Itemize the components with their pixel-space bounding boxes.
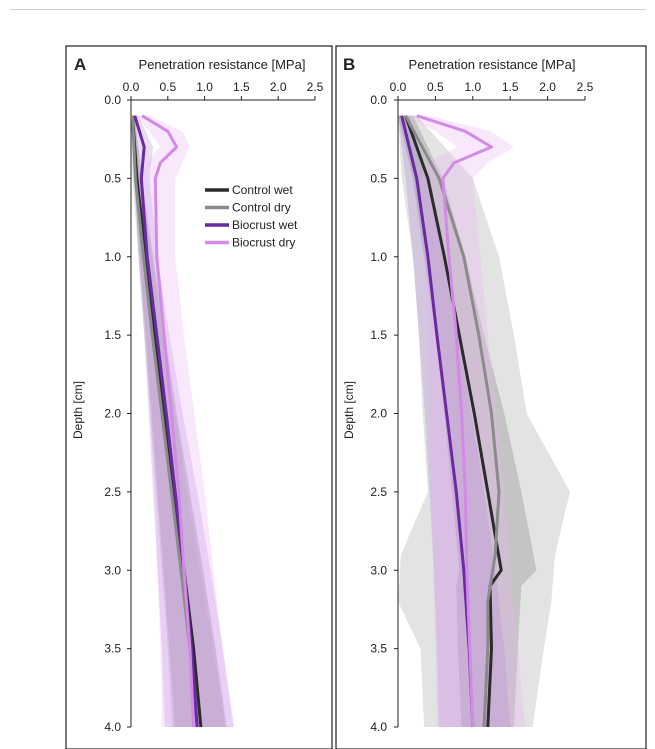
y-tick-label: 0.5 bbox=[370, 171, 387, 185]
y-tick-label: 3.0 bbox=[104, 563, 121, 577]
series-line-control-dry bbox=[404, 114, 501, 728]
y-tick-label: 1.5 bbox=[104, 328, 121, 342]
error-band-control-wet bbox=[398, 115, 537, 728]
error-band-control-wet bbox=[131, 115, 227, 728]
x-tick-label: 1.0 bbox=[464, 80, 481, 94]
y-tick-label: 1.5 bbox=[370, 328, 387, 342]
y-tick-label: 2.5 bbox=[104, 485, 121, 499]
x-tick-label: 0.5 bbox=[159, 80, 176, 94]
error-band-biocrust-dry bbox=[405, 115, 526, 728]
legend-entry: Biocrust wet bbox=[232, 218, 298, 232]
x-tick-label: 0.5 bbox=[427, 80, 444, 94]
y-tick-label: 2.5 bbox=[370, 485, 387, 499]
x-tick-label: 1.5 bbox=[502, 80, 519, 94]
y-tick-label: 4.0 bbox=[104, 720, 121, 734]
top-rule bbox=[10, 9, 646, 10]
y-tick-label: 0.0 bbox=[370, 93, 387, 107]
panel-b-plot: 0.0 0.5 1.0 1.5 2.0 2.5 0.0 0.5 1.0 1.5 2.0 2.5 3.0 3… bbox=[370, 80, 593, 734]
legend-entry: Control wet bbox=[232, 183, 293, 197]
panel-b-label: B bbox=[343, 55, 355, 74]
x-tick-label: 0.0 bbox=[390, 80, 407, 94]
legend-entry: Control dry bbox=[232, 201, 291, 215]
panel-a-frame bbox=[65, 45, 333, 749]
y-tick-label: 1.0 bbox=[104, 250, 121, 264]
x-tick-label: 2.5 bbox=[307, 80, 324, 94]
error-band-control-dry bbox=[398, 115, 571, 728]
x-tick-label: 1.0 bbox=[196, 80, 213, 94]
y-tick-label: 1.0 bbox=[370, 250, 387, 264]
x-tick-label: 2.0 bbox=[539, 80, 556, 94]
panel-b-ylabel: Depth [cm] bbox=[342, 381, 356, 439]
panel-a-ylabel: Depth [cm] bbox=[71, 381, 85, 439]
panel-b-frame bbox=[335, 45, 647, 749]
series-line-biocrust-dry bbox=[416, 114, 493, 728]
panel-a-label: A bbox=[74, 55, 86, 74]
x-tick-label: 0.0 bbox=[123, 80, 140, 94]
x-tick-label: 1.5 bbox=[233, 80, 250, 94]
y-tick-label: 0.5 bbox=[104, 171, 121, 185]
y-tick-label: 4.0 bbox=[370, 720, 387, 734]
y-tick-label: 3.0 bbox=[370, 563, 387, 577]
legend-entry: Biocrust dry bbox=[232, 236, 295, 250]
legend: Control wet Control dry Biocrust wet Biocru… bbox=[205, 183, 298, 250]
series-line-biocrust-dry bbox=[141, 114, 196, 728]
y-tick-label: 2.0 bbox=[370, 407, 387, 421]
series-line-control-wet bbox=[404, 115, 503, 728]
panel-a-plot: 0.0 0.5 1.0 1.5 2.0 2.5 0.0 0.5 1.0 1.5 2.0 2.5 3.0 3… bbox=[104, 80, 323, 734]
panel-a-xlabel: Penetration resistance [MPa] bbox=[139, 57, 306, 72]
y-tick-label: 2.0 bbox=[104, 407, 121, 421]
x-tick-label: 2.5 bbox=[577, 80, 594, 94]
error-band-biocrust-wet bbox=[398, 115, 511, 728]
panel-b: B Penetration resistance [MPa] Depth [cm… bbox=[335, 45, 647, 749]
x-tick-label: 2.0 bbox=[270, 80, 287, 94]
y-tick-label: 3.5 bbox=[104, 642, 121, 656]
y-tick-label: 0.0 bbox=[104, 93, 121, 107]
panel-a: A Penetration resistance [MPa] Depth [cm… bbox=[65, 45, 333, 749]
panel-b-xlabel: Penetration resistance [MPa] bbox=[409, 57, 576, 72]
y-tick-label: 3.5 bbox=[370, 642, 387, 656]
error-band-control-dry bbox=[131, 115, 226, 728]
